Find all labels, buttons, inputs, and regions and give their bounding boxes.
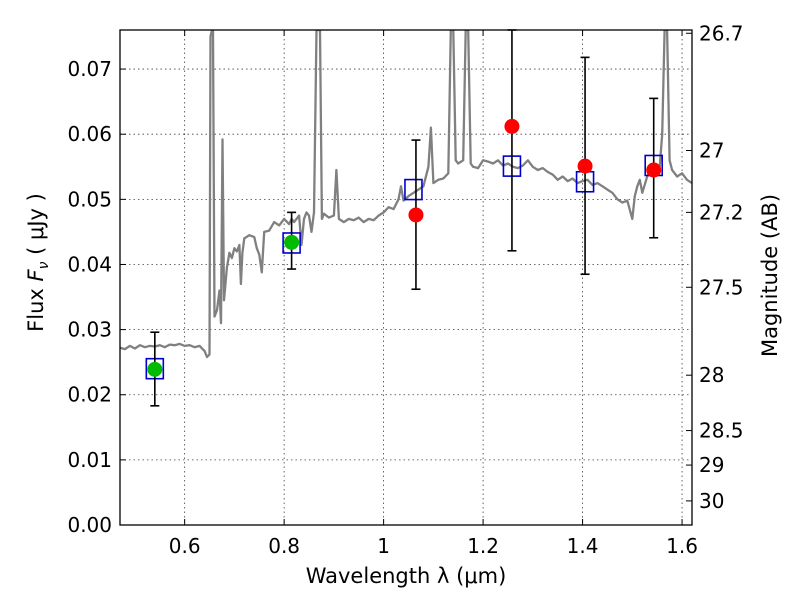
- x-tick-label: 1.4: [567, 534, 599, 558]
- y-tick-label: 0.06: [67, 122, 112, 146]
- y2-tick-label: 29: [699, 453, 724, 477]
- plot-frame: [119, 29, 693, 526]
- y-axis-label-symbol: F: [24, 269, 48, 282]
- y2-tick-label: 27.2: [699, 200, 744, 224]
- data-point: [646, 162, 662, 178]
- y-axis-label-subscript: ν: [36, 261, 52, 269]
- data-point: [284, 234, 300, 250]
- y2-tick-label: 28.5: [699, 419, 744, 443]
- spectrum-line: [120, 30, 692, 359]
- x-tick-label: 1.6: [666, 534, 698, 558]
- y2-tick-label: 27.5: [699, 275, 744, 299]
- y-axis-label: Flux Fν ( μJy ): [24, 193, 52, 332]
- x-tick-label: 0.6: [169, 534, 201, 558]
- grid-layer: [120, 30, 692, 526]
- x-tick-label: 1.2: [467, 534, 499, 558]
- data-point: [147, 361, 163, 377]
- x-tick-label: 0.8: [268, 534, 300, 558]
- y-tick-label: 0.02: [67, 383, 112, 407]
- data-point: [577, 158, 593, 174]
- x-axis-label: Wavelength λ (μm): [306, 564, 507, 588]
- y2-tick-label: 30: [699, 489, 724, 513]
- tick-layer: 0.6 0.8 1 1.2 1.4 1.6 0.00 0.01 0.02 0.03 0.04 0.05…: [67, 21, 743, 558]
- y-axis-label-prefix: Flux: [24, 282, 48, 332]
- plot-layer: [120, 29, 692, 407]
- data-point: [504, 118, 520, 134]
- y-axis-label-unit: ( μJy ): [24, 193, 48, 261]
- y2-tick-label: 28: [699, 363, 724, 387]
- y-tick-label: 0.05: [67, 187, 112, 211]
- x-tick-label: 1: [377, 534, 390, 558]
- y2-axis-label: Magnitude (AB): [758, 194, 782, 357]
- data-point: [408, 207, 424, 223]
- y-tick-label: 0.04: [67, 252, 112, 276]
- y2-tick-label: 27: [699, 138, 724, 162]
- y-tick-label: 0.07: [67, 57, 112, 81]
- y-tick-label: 0.03: [67, 318, 112, 342]
- y2-tick-label: 26.7: [699, 21, 744, 45]
- y-tick-label: 0.00: [67, 513, 112, 537]
- model-square: [404, 178, 423, 201]
- y-tick-label: 0.01: [67, 448, 112, 472]
